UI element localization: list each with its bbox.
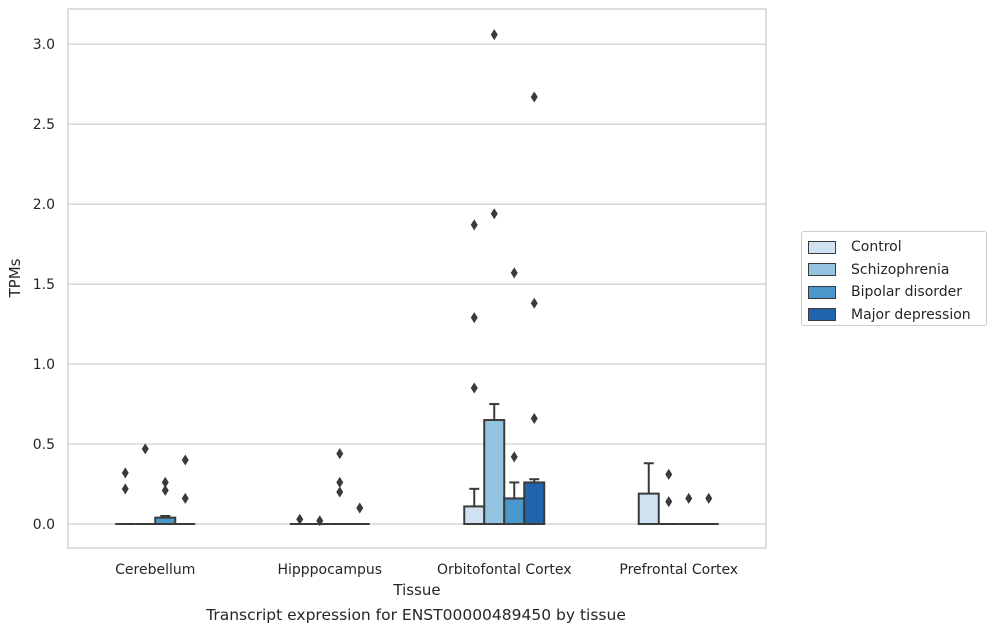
outlier-point bbox=[530, 297, 538, 309]
outlier-point bbox=[470, 312, 478, 324]
outlier-point bbox=[705, 492, 713, 504]
outlier-point bbox=[181, 454, 189, 466]
outlier-point bbox=[530, 91, 538, 103]
bar bbox=[483, 419, 506, 526]
outlier-point bbox=[316, 515, 324, 527]
outlier-point bbox=[685, 492, 693, 504]
y-tick-label: 1.0 bbox=[33, 357, 55, 373]
y-tick-label: 3.0 bbox=[33, 37, 55, 53]
outlier-point bbox=[510, 451, 518, 463]
outlier-point bbox=[121, 483, 129, 495]
outlier-point bbox=[510, 267, 518, 279]
legend-swatch bbox=[808, 285, 836, 299]
x-tick-labels: Cerebellum Hipppocampus Orbitofontal Corte… bbox=[115, 562, 738, 578]
bar bbox=[463, 505, 486, 526]
x-tick-label: Orbitofontal Cortex bbox=[437, 562, 572, 578]
y-tick-label: 2.0 bbox=[33, 197, 55, 213]
legend-item-control: Control bbox=[808, 236, 986, 259]
legend-item-bipolar-disorder: Bipolar disorder bbox=[808, 281, 986, 304]
x-tick-label: Cerebellum bbox=[115, 562, 195, 578]
outlier-point bbox=[470, 382, 478, 394]
bar bbox=[523, 481, 546, 526]
y-tick-label: 0.0 bbox=[33, 517, 55, 533]
outlier-point bbox=[336, 476, 344, 488]
plot-marks bbox=[115, 29, 719, 527]
x-tick-label: Hipppocampus bbox=[277, 562, 382, 578]
bar bbox=[503, 497, 526, 526]
outlier-point bbox=[141, 443, 149, 455]
outlier-point bbox=[530, 412, 538, 424]
legend-item-major-depression: Major depression bbox=[808, 304, 986, 327]
legend-swatch bbox=[808, 240, 836, 254]
outlier-point bbox=[161, 484, 169, 496]
legend-item-schizophrenia: Schizophrenia bbox=[808, 259, 986, 282]
outlier-point bbox=[470, 219, 478, 231]
legend-swatch bbox=[808, 308, 836, 322]
y-tick-label: 1.5 bbox=[33, 277, 55, 293]
bar bbox=[154, 516, 177, 526]
y-tick-label: 2.5 bbox=[33, 117, 55, 133]
outlier-point bbox=[161, 476, 169, 488]
legend: Control Schizophrenia Bipolar disorder M… bbox=[801, 231, 987, 326]
outlier-point bbox=[356, 502, 364, 514]
outlier-point bbox=[490, 208, 498, 220]
legend-label: Major depression bbox=[851, 306, 971, 323]
chart-caption: Transcript expression for ENST0000048945… bbox=[206, 606, 626, 624]
x-tick-label: Prefrontal Cortex bbox=[619, 562, 738, 578]
x-axis-label: Tissue bbox=[392, 581, 440, 599]
legend-label: Schizophrenia bbox=[851, 261, 950, 278]
outlier-point bbox=[181, 492, 189, 504]
bar bbox=[637, 492, 660, 526]
y-tick-labels: 0.0 0.5 1.0 1.5 2.0 2.5 3.0 bbox=[33, 37, 55, 533]
legend-swatch bbox=[808, 263, 836, 277]
outlier-point bbox=[336, 486, 344, 498]
outlier-point bbox=[336, 448, 344, 460]
outlier-point bbox=[490, 29, 498, 41]
legend-label: Bipolar disorder bbox=[851, 284, 963, 301]
outlier-point bbox=[121, 467, 129, 479]
outlier-point bbox=[665, 468, 673, 480]
legend-label: Control bbox=[851, 239, 902, 256]
plot-frame bbox=[67, 8, 767, 549]
y-axis-label: TPMs bbox=[6, 258, 24, 298]
grid-lines bbox=[68, 43, 766, 525]
y-tick-label: 0.5 bbox=[33, 437, 55, 453]
outlier-point bbox=[296, 513, 304, 525]
outlier-point bbox=[665, 496, 673, 508]
